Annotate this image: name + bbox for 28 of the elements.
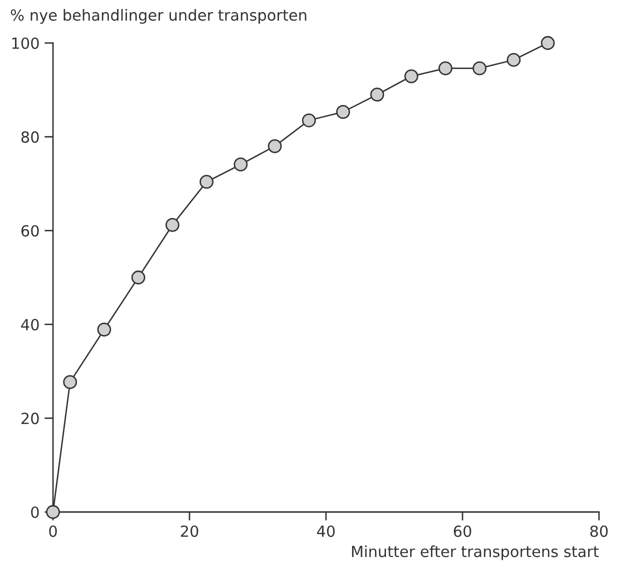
y-axis-title: % nye behandlinger under transporten	[10, 9, 306, 24]
x-axis-title: Minutter efter transportens start	[352, 545, 599, 560]
point	[97, 322, 112, 337]
x-tick-label: 20	[180, 525, 198, 538]
point	[506, 52, 521, 67]
y-tick-label: 80	[21, 131, 39, 143]
point	[404, 69, 418, 84]
y-tick-label: 20	[21, 412, 39, 424]
x-tick-label: 60	[454, 525, 472, 538]
point	[472, 61, 487, 76]
point	[370, 88, 384, 102]
x-tick-label: 80	[590, 525, 608, 538]
point	[200, 174, 214, 189]
y-tick-label: 0	[31, 506, 39, 518]
point	[268, 139, 282, 154]
point	[165, 218, 180, 232]
y-tick-label: 60	[21, 225, 39, 237]
point	[234, 158, 248, 172]
point	[336, 105, 350, 119]
point	[540, 36, 555, 50]
point	[438, 61, 452, 76]
y-tick-label: 40	[21, 318, 39, 330]
x-tick-label: 40	[317, 525, 335, 538]
point	[131, 270, 146, 284]
y-tick-label: 100	[12, 37, 39, 50]
x-tick-label: 0	[49, 525, 57, 538]
point	[63, 375, 78, 390]
point	[302, 113, 316, 128]
